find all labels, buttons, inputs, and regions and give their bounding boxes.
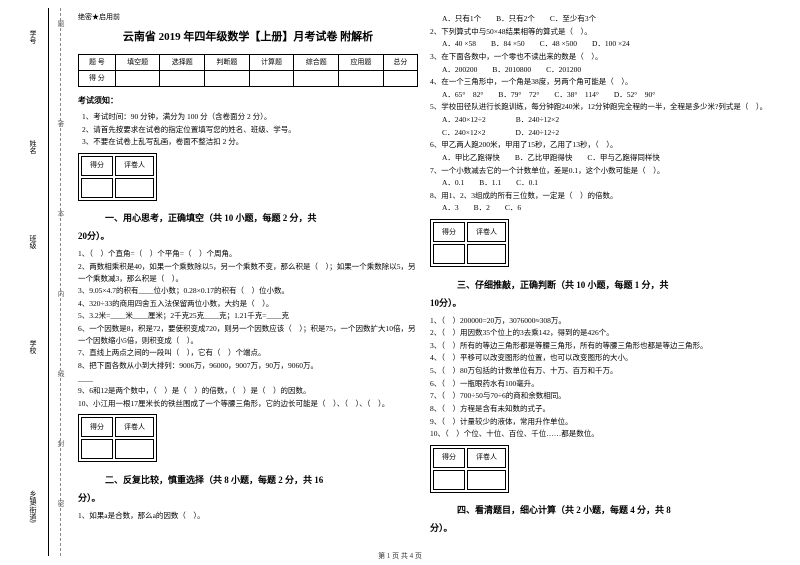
th-4: 计算题 xyxy=(249,54,294,70)
sec3-tail: 10分）。 xyxy=(430,297,778,311)
s1-q9: 9、6和12是两个数中，（ ）是（ ）的倍数，（ ）是（ ）的因数。 xyxy=(78,385,418,397)
notice-2: 2、请首先按要求在试卷的指定位置填写您的姓名、班级、学号。 xyxy=(82,124,418,136)
s2-q4-opts: A．65° 82° B．79° 72° C．38° 114° D．52° 90° xyxy=(442,89,778,101)
s2-q6: 6、甲乙两人跑200米，甲用了15秒，乙用了13秒，（ ）。 xyxy=(430,139,778,151)
s1-q8: 8、把下面各数从小到大排列：9006万，96000，9007万，90万，9060… xyxy=(78,360,418,372)
content-columns: 绝密★启用前 云南省 2019 年四年级数学【上册】月考试卷 附解析 题 号 填… xyxy=(72,0,800,540)
eval-h1: 得分 xyxy=(81,156,113,176)
s2-q5-opts: A．240×12÷2 B．240÷12×2 xyxy=(442,114,778,126)
th-3: 判断题 xyxy=(205,54,250,70)
s2-q8: 8、用1、2、3组成的所有三位数，一定是（ ）的倍数。 xyxy=(430,190,778,202)
s1-q1: 1、（ ）个直角=（ ）个平角=（ ）个周角。 xyxy=(78,248,418,260)
eval-box-4: 得分评卷人 xyxy=(430,445,509,493)
s2-q6-opts: A．甲比乙跑得快 B．乙比甲跑得快 C．甲与乙跑得同样快 xyxy=(442,152,778,164)
dash-t6: 密 xyxy=(56,500,66,507)
s2-q4: 4、在一个三角形中，一个角是38度，另两个角可能是（ ）。 xyxy=(430,76,778,88)
dash-t2: 本 xyxy=(56,210,66,217)
column-right: A．只有1个 B．只有2个 C．至少有3个 2、下列算式中与50×48结果相等的… xyxy=(424,12,784,540)
s2-q3-opts: A．200200 B．2010800 C．201200 xyxy=(442,64,778,76)
sec1-tail: 20分）。 xyxy=(78,230,418,244)
eval-box-3: 得分评卷人 xyxy=(430,219,509,267)
s1-q6: 6、一个因数是8，积是72，要使积变成720，则另一个因数应该（ ）；积是75，… xyxy=(78,323,418,346)
binding-margin: 学号 姓名 班级 学校 乡镇(街道) 题 答 本 内 线 封 密 xyxy=(0,0,68,565)
dash-t4: 线 xyxy=(56,370,66,377)
th-7: 总分 xyxy=(383,54,417,70)
s3-q4: 4、（ ）平移可以改变图形的位置，也可以改变图形的大小。 xyxy=(430,352,778,364)
notice-3: 3、不要在试卷上乱写乱画，卷面不整洁扣 2 分。 xyxy=(82,136,418,148)
field-id: 学号 xyxy=(28,30,38,44)
s3-q7: 7、（ ）700÷50与70÷6的商和余数相同。 xyxy=(430,390,778,402)
s2-q7: 7、一个小数减去它的一个计数单位，差是0.1，这个小数可能是（ ）。 xyxy=(430,165,778,177)
binding-dash-line xyxy=(60,8,61,556)
s1-q8b: ____ xyxy=(78,373,418,385)
s1-q4: 4、320÷33的商用四舍五入法保留两位小数，大约是（ ）。 xyxy=(78,298,418,310)
row2-label: 得 分 xyxy=(79,70,116,86)
dash-t1: 答 xyxy=(56,120,66,127)
field-town: 乡镇(街道) xyxy=(28,490,38,523)
s2-q5-opts2: C．240×12×2 D．240÷12÷2 xyxy=(442,127,778,139)
s2-q8-opts: A．3 B．2 C．6 xyxy=(442,202,778,214)
eval-box-2: 得分评卷人 xyxy=(78,414,157,462)
s1-q5: 5、3.2米=____米____厘米；2千克25克____克；1.21千克=__… xyxy=(78,310,418,322)
sec4-heading: 四、看清题目，细心计算（共 2 小题，每题 4 分，共 8 xyxy=(430,504,778,518)
sec2-heading: 二、反复比较，慎重选择（共 8 小题，每题 2 分，共 16 xyxy=(78,474,418,488)
field-school: 学校 xyxy=(28,340,38,354)
eval-box-1: 得分评卷人 xyxy=(78,153,157,201)
s2-q1-opts: A．只有1个 B．只有2个 C．至少有3个 xyxy=(442,13,778,25)
s2-q1: 1、如果a是合数，那么a的因数（ ）。 xyxy=(78,510,418,522)
score-table: 题 号 填空题 选择题 判断题 计算题 综合题 应用题 总分 得 分 xyxy=(78,54,418,87)
notice-1: 1、考试时间：90 分钟，满分为 100 分（含卷面分 2 分）。 xyxy=(82,111,418,123)
dash-t3: 内 xyxy=(56,290,66,297)
s3-q3: 3、（ ）所有的等边三角形都是等腰三角形，所有的等腰三角形也都是等边三角形。 xyxy=(430,340,778,352)
sec1-heading: 一、用心思考，正确填空（共 10 小题，每题 2 分，共 xyxy=(78,212,418,226)
notice-list: 1、考试时间：90 分钟，满分为 100 分（含卷面分 2 分）。 2、请首先按… xyxy=(82,111,418,148)
s2-q2-opts: A．40 ×58 B．84 ×50 C．48 ×500 D．100 ×24 xyxy=(442,38,778,50)
s1-q2: 2、两数相乘积是40，如果一个乘数除以5，另一个乘数不变，那么积是（ ）；如果一… xyxy=(78,261,418,284)
th-0: 题 号 xyxy=(79,54,116,70)
s2-q2: 2、下列算式中与50×48结果相等的算式是（ ）。 xyxy=(430,26,778,38)
secret-label: 绝密★启用前 xyxy=(78,12,418,23)
page-footer: 第 1 页 共 4 页 xyxy=(0,551,800,561)
s1-q10: 10、小江用一根17厘米长的铁丝围成了一个等腰三角形，它的边长可能是（ ）、（ … xyxy=(78,398,418,410)
sec2-tail: 分）。 xyxy=(78,492,418,506)
s2-q7-opts: A．0.1 B．1.1 C．0.1 xyxy=(442,177,778,189)
s3-q1: 1、（ ）200000=20万，3076000≈308万。 xyxy=(430,315,778,327)
sec3-heading: 三、仔细推敲，正确判断（共 10 小题，每题 1 分，共 xyxy=(430,279,778,293)
th-5: 综合题 xyxy=(294,54,339,70)
s1-q7: 7、直线上两点之间的一段叫（ ），它有（ ）个端点。 xyxy=(78,347,418,359)
notice-heading: 考试须知： xyxy=(78,95,418,107)
th-1: 填空题 xyxy=(115,54,160,70)
s2-q3: 3、在下面各数中，一个零也不读出来的数是（ ）。 xyxy=(430,51,778,63)
sec4-tail: 分）。 xyxy=(430,522,778,536)
column-left: 绝密★启用前 云南省 2019 年四年级数学【上册】月考试卷 附解析 题 号 填… xyxy=(72,12,424,540)
s2-q5: 5、学校田径队进行长跑训练，每分钟跑240米，12分钟跑完全程的一半，全程是多少… xyxy=(430,101,778,113)
binding-solid-line xyxy=(48,8,49,556)
th-2: 选择题 xyxy=(160,54,205,70)
dash-t0: 题 xyxy=(56,20,66,27)
s3-q8: 8、（ ）方程是含有未知数的式子。 xyxy=(430,403,778,415)
s3-q9: 9、（ ）计量较少的液体，常用升作单位。 xyxy=(430,416,778,428)
field-name: 姓名 xyxy=(28,140,38,154)
dash-t5: 封 xyxy=(56,440,66,447)
s3-q5: 5、（ ）80万包括的计数单位有万、十万、百万和千万。 xyxy=(430,365,778,377)
s3-q10: 10、（ ）个位、十位、百位、千位……都是数位。 xyxy=(430,428,778,440)
s1-q3: 3、9.05×4.7的积有____位小数；0.28×0.17的积有（ ）位小数。 xyxy=(78,285,418,297)
exam-title: 云南省 2019 年四年级数学【上册】月考试卷 附解析 xyxy=(78,29,418,46)
eval-h2: 评卷人 xyxy=(115,156,154,176)
field-class: 班级 xyxy=(28,235,38,249)
s3-q2: 2、（ ）用因数35个位上的3去乘142，得到的是426个。 xyxy=(430,327,778,339)
s3-q6: 6、（ ）一瓶眼药水有100毫升。 xyxy=(430,378,778,390)
th-6: 应用题 xyxy=(339,54,384,70)
